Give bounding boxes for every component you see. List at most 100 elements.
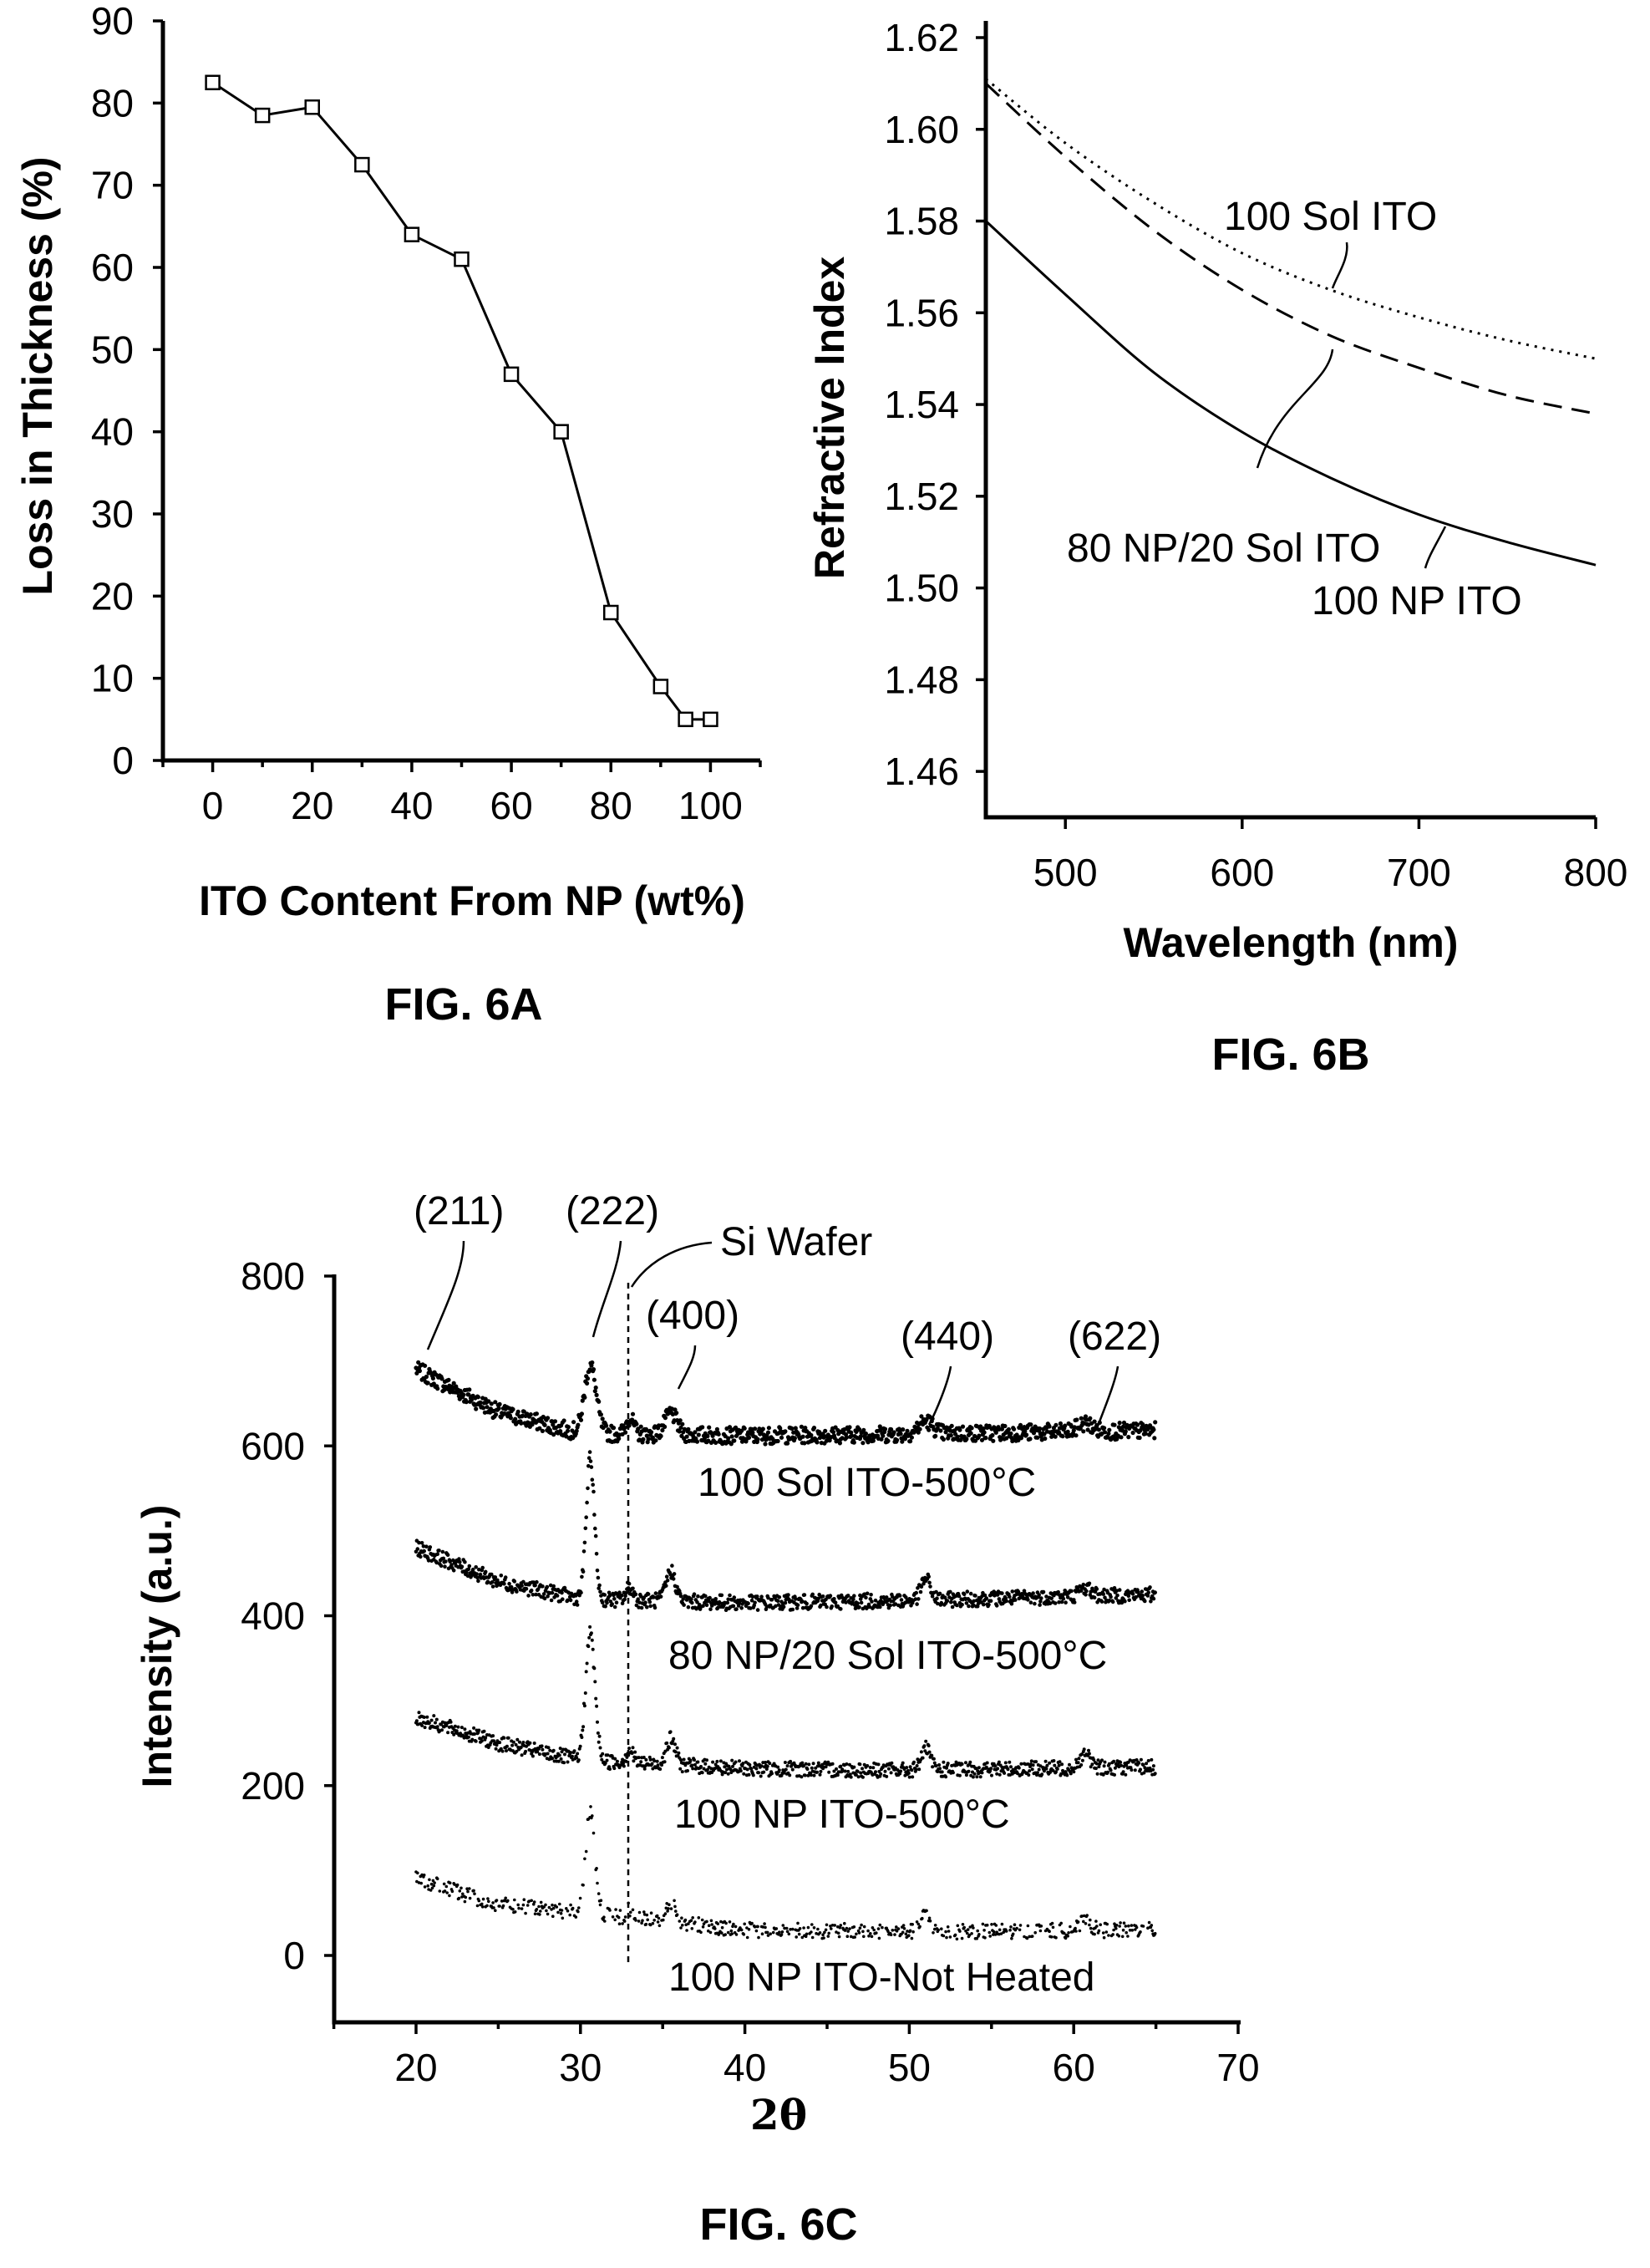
fig6c-data-point bbox=[925, 1909, 928, 1913]
fig6c-data-point bbox=[975, 1936, 979, 1940]
fig6a-data-point bbox=[652, 679, 669, 694]
fig6c-data-point bbox=[800, 1761, 805, 1765]
fig6c-data-point bbox=[660, 1763, 663, 1767]
fig6c-data-point bbox=[1146, 1759, 1150, 1762]
fig6c-data-point bbox=[513, 1416, 518, 1421]
fig6c-data-point bbox=[716, 1922, 720, 1925]
fig6c-data-point bbox=[699, 1930, 703, 1935]
fig6c-data-point bbox=[1060, 1762, 1064, 1767]
fig6c-data-point bbox=[708, 1930, 713, 1935]
fig6c-data-point bbox=[938, 1428, 943, 1433]
fig6c-data-point bbox=[964, 1773, 968, 1777]
fig6c-data-point bbox=[784, 1767, 788, 1772]
fig6c-data-point bbox=[847, 1425, 852, 1430]
fig6c-data-point bbox=[779, 1933, 784, 1936]
fig6c-data-point bbox=[594, 1696, 598, 1701]
fig6c-data-point bbox=[563, 1752, 566, 1757]
fig6c-data-point bbox=[960, 1762, 964, 1766]
fig6c-y-ticks: 0 200 400 600 800 bbox=[241, 1254, 334, 1977]
fig6c-data-point bbox=[681, 1597, 685, 1601]
fig6c-data-point bbox=[883, 1769, 887, 1773]
fig6c-data-point bbox=[493, 1400, 498, 1405]
fig6c-data-point bbox=[542, 1596, 547, 1601]
fig6c-data-point bbox=[912, 1760, 916, 1764]
fig6c-data-point bbox=[600, 1757, 604, 1762]
fig6c-data-point bbox=[663, 1760, 667, 1764]
fig6c-data-point bbox=[461, 1392, 466, 1397]
fig6c-data-point bbox=[1152, 1436, 1157, 1441]
fig6c-data-point bbox=[732, 1438, 737, 1443]
fig6b-y-tick-label: 1.50 bbox=[884, 567, 959, 610]
fig6c-data-point bbox=[466, 1735, 470, 1739]
fig6c-data-point bbox=[916, 1597, 921, 1601]
fig6c-data-point bbox=[669, 1907, 673, 1910]
fig6c-data-point bbox=[1090, 1762, 1094, 1767]
fig6c-data-point bbox=[848, 1772, 852, 1777]
fig6c-data-point bbox=[499, 1747, 503, 1751]
fig6c-data-point bbox=[1010, 1936, 1013, 1940]
fig6c-data-point bbox=[949, 1599, 953, 1604]
fig6c-data-point bbox=[561, 1418, 566, 1423]
fig6c-data-point bbox=[551, 1422, 556, 1427]
fig6c-data-point bbox=[497, 1401, 502, 1406]
fig6c-data-point bbox=[876, 1762, 881, 1767]
fig6c-data-point bbox=[632, 1759, 636, 1763]
fig6a-x-ticks: 0 20 40 60 80 100 bbox=[161, 760, 762, 827]
fig6c-data-point bbox=[1145, 1762, 1149, 1766]
fig6c-data-point bbox=[746, 1601, 750, 1606]
fig6c-data-point bbox=[765, 1764, 769, 1768]
fig6c-data-point bbox=[598, 1903, 602, 1907]
fig6c-data-point bbox=[475, 1904, 480, 1908]
fig6c-data-point bbox=[660, 1427, 665, 1433]
fig6c-data-point bbox=[768, 1603, 773, 1608]
fig6c-data-point bbox=[830, 1762, 835, 1766]
fig6c-data-point bbox=[480, 1739, 484, 1743]
fig6c-data-point bbox=[571, 1906, 575, 1910]
fig6c-data-point bbox=[750, 1921, 754, 1925]
fig6c-data-point bbox=[481, 1897, 485, 1901]
fig6c-data-point bbox=[495, 1578, 500, 1583]
fig6c-data-point bbox=[453, 1883, 456, 1886]
fig6c-data-point bbox=[449, 1563, 454, 1567]
fig6c-data-point bbox=[435, 1725, 439, 1729]
fig6a-x-axis-label: ITO Content From NP (wt%) bbox=[199, 877, 745, 924]
fig6c-data-point bbox=[783, 1600, 788, 1605]
fig6c-data-point bbox=[645, 1604, 649, 1609]
fig6c-data-point bbox=[463, 1559, 467, 1564]
fig6c-data-point bbox=[574, 1594, 578, 1598]
fig6c-data-point bbox=[690, 1927, 694, 1930]
fig6c-data-point bbox=[597, 1399, 602, 1404]
fig6c-data-point bbox=[967, 1933, 972, 1937]
fig6c-data-point bbox=[924, 1739, 928, 1743]
fig6c-data-point bbox=[1081, 1582, 1086, 1587]
fig6c-data-point bbox=[955, 1937, 959, 1941]
fig6c-data-point bbox=[828, 1594, 833, 1598]
fig6c-data-point bbox=[827, 1931, 830, 1935]
fig6c-data-point bbox=[586, 1456, 591, 1460]
fig6c-data-point bbox=[468, 1896, 472, 1900]
fig6c-data-point bbox=[580, 1398, 585, 1403]
fig6c-data-point bbox=[1121, 1420, 1127, 1426]
fig6c-data-point bbox=[417, 1368, 422, 1374]
fig6c-data-point bbox=[426, 1559, 431, 1563]
fig6c-data-point bbox=[747, 1928, 751, 1931]
fig6c-data-point bbox=[1124, 1925, 1128, 1928]
fig6c-data-point bbox=[678, 1767, 683, 1771]
fig6c-data-point bbox=[1092, 1595, 1097, 1599]
fig6c-data-point bbox=[1085, 1427, 1090, 1432]
fig6c-data-point bbox=[432, 1714, 436, 1718]
fig6c-data-point bbox=[685, 1929, 688, 1932]
fig6c-data-point bbox=[862, 1592, 866, 1596]
fig6c-data-point bbox=[420, 1723, 424, 1727]
fig6c-data-point bbox=[812, 1926, 816, 1930]
fig6c-data-point bbox=[734, 1607, 739, 1611]
fig6c-data-point bbox=[1061, 1596, 1066, 1601]
fig6c-data-point bbox=[781, 1604, 786, 1609]
fig6c-data-point bbox=[848, 1927, 851, 1930]
fig6c-data-point bbox=[684, 1923, 688, 1926]
fig6c-data-point bbox=[478, 1572, 483, 1577]
fig6c-data-point bbox=[945, 1935, 948, 1940]
fig6c-figure-label: FIG. 6C bbox=[699, 2199, 857, 2250]
fig6c-data-point bbox=[710, 1433, 715, 1438]
fig6c-data-point bbox=[1072, 1770, 1076, 1774]
